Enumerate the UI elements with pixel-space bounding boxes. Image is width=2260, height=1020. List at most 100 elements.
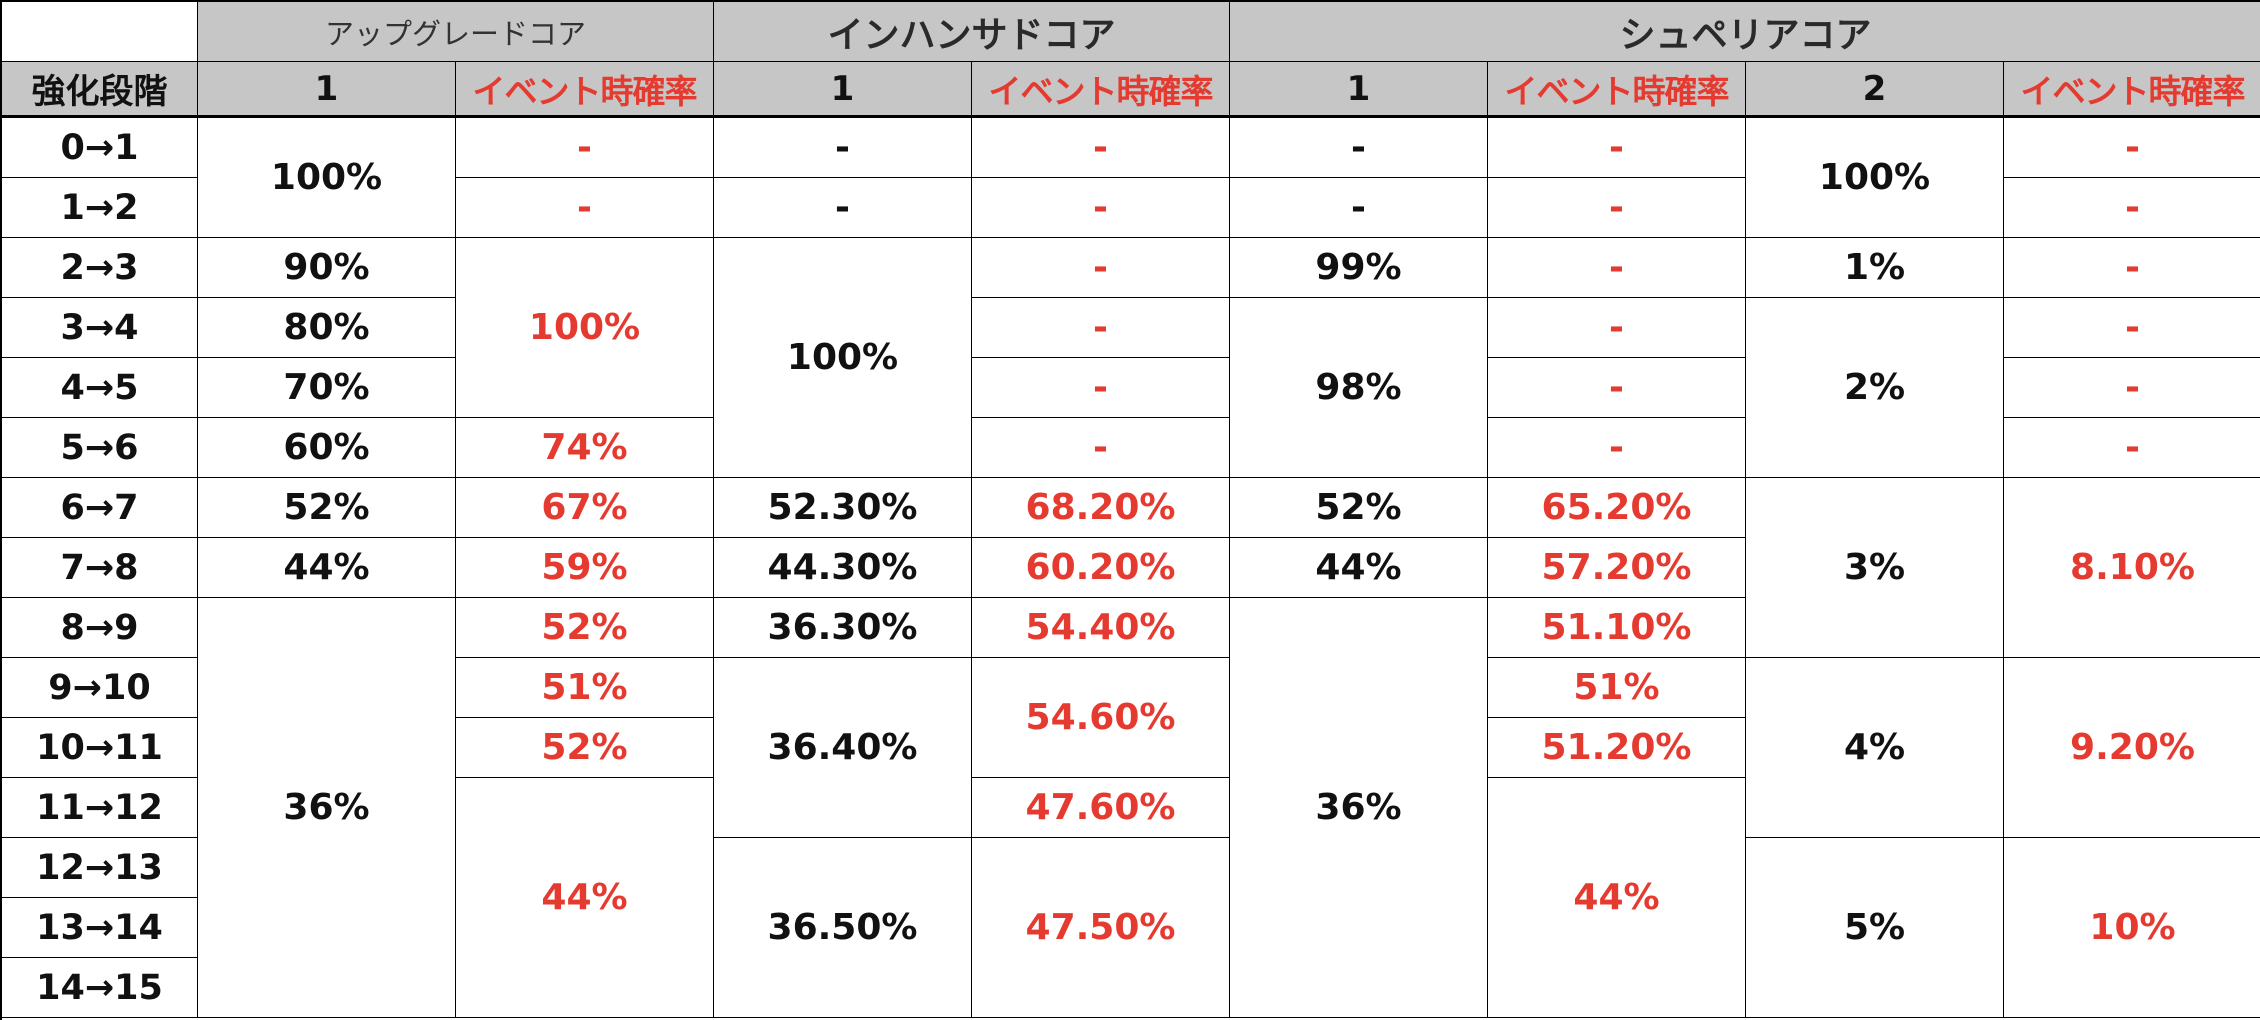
stage-label: 8→9 (2, 598, 198, 658)
enhanced-rate-cell: 52.30% (714, 478, 972, 538)
superior-rate2-cell: 4% (1746, 658, 2004, 838)
upgrade-rate-cell: 80% (198, 298, 456, 358)
enhanced-rate-header: 1 (714, 62, 972, 118)
upgrade-event-cell: 51% (456, 658, 714, 718)
upgrade-event-cell: - (456, 178, 714, 238)
superior-rate2-header: 2 (1746, 62, 2004, 118)
superior-event2-cell: - (2004, 118, 2260, 178)
enhanced-event-cell: 60.20% (972, 538, 1230, 598)
enhanced-event-header: イベント時確率 (972, 62, 1230, 118)
superior-event2-header: イベント時確率 (2004, 62, 2260, 118)
superior-rate1-cell: 44% (1230, 538, 1488, 598)
superior-event2-cell: 8.10% (2004, 478, 2260, 658)
superior-event1-cell: 51.20% (1488, 718, 1746, 778)
stage-label: 5→6 (2, 418, 198, 478)
superior-rate1-cell: 98% (1230, 298, 1488, 478)
upgrade-rate-cell: 70% (198, 358, 456, 418)
upgrade-rate-cell: 52% (198, 478, 456, 538)
superior-rate1-header: 1 (1230, 62, 1488, 118)
superior-event1-cell: - (1488, 178, 1746, 238)
group-upgrade-core: アップグレードコア (198, 2, 714, 62)
superior-event2-cell: - (2004, 358, 2260, 418)
upgrade-event-cell: 52% (456, 718, 714, 778)
enhanced-rate-cell: - (714, 118, 972, 178)
superior-rate1-cell: 52% (1230, 478, 1488, 538)
superior-rate1-cell: - (1230, 118, 1488, 178)
upgrade-rate-header: 1 (198, 62, 456, 118)
stage-label: 6→7 (2, 478, 198, 538)
superior-event1-header: イベント時確率 (1488, 62, 1746, 118)
superior-rate2-cell: 3% (1746, 478, 2004, 658)
superior-event1-cell: 65.20% (1488, 478, 1746, 538)
upgrade-event-cell: 100% (456, 238, 714, 418)
stage-label: 3→4 (2, 298, 198, 358)
stage-label: 7→8 (2, 538, 198, 598)
enhanced-event-cell: - (972, 238, 1230, 298)
enhanced-rate-cell: 36.30% (714, 598, 972, 658)
enhanced-event-cell: - (972, 298, 1230, 358)
superior-event1-cell: 51.10% (1488, 598, 1746, 658)
superior-rate2-cell: 100% (1746, 118, 2004, 238)
stage-label: 10→11 (2, 718, 198, 778)
superior-event2-cell: 9.20% (2004, 658, 2260, 838)
superior-event2-cell: 10% (2004, 838, 2260, 1018)
enhanced-event-cell: 54.60% (972, 658, 1230, 778)
superior-rate1-cell: 99% (1230, 238, 1488, 298)
superior-event1-cell: - (1488, 238, 1746, 298)
superior-rate2-cell: 1% (1746, 238, 2004, 298)
superior-event1-cell: 44% (1488, 778, 1746, 1018)
corner-cell (2, 2, 198, 62)
stage-label: 11→12 (2, 778, 198, 838)
upgrade-event-cell: 44% (456, 778, 714, 1018)
upgrade-rate-cell: 90% (198, 238, 456, 298)
stage-label: 1→2 (2, 178, 198, 238)
enhanced-rate-cell: 36.40% (714, 658, 972, 838)
enhanced-event-cell: 47.50% (972, 838, 1230, 1018)
superior-event1-cell: - (1488, 358, 1746, 418)
upgrade-event-cell: 52% (456, 598, 714, 658)
enhanced-event-cell: - (972, 418, 1230, 478)
superior-event2-cell: - (2004, 418, 2260, 478)
enhanced-event-cell: 68.20% (972, 478, 1230, 538)
stage-label: 12→13 (2, 838, 198, 898)
superior-event1-cell: - (1488, 418, 1746, 478)
stage-label: 13→14 (2, 898, 198, 958)
enhanced-rate-cell: 100% (714, 238, 972, 478)
enhanced-rate-cell: 44.30% (714, 538, 972, 598)
superior-event1-cell: - (1488, 118, 1746, 178)
upgrade-rate-cell: 44% (198, 538, 456, 598)
upgrade-rate-cell: 36% (198, 598, 456, 1018)
upgrade-event-cell: 74% (456, 418, 714, 478)
enhanced-event-cell: - (972, 118, 1230, 178)
group-superior-core: シュペリアコア (1230, 2, 2260, 62)
enhanced-rate-cell: - (714, 178, 972, 238)
upgrade-event-cell: 67% (456, 478, 714, 538)
upgrade-event-header: イベント時確率 (456, 62, 714, 118)
superior-event1-cell: 51% (1488, 658, 1746, 718)
group-enhanced-core: インハンサドコア (714, 2, 1230, 62)
upgrade-event-cell: - (456, 118, 714, 178)
superior-event1-cell: 57.20% (1488, 538, 1746, 598)
stage-label: 0→1 (2, 118, 198, 178)
superior-rate2-cell: 2% (1746, 298, 2004, 478)
stage-label: 4→5 (2, 358, 198, 418)
stage-label: 9→10 (2, 658, 198, 718)
superior-rate1-cell: 36% (1230, 598, 1488, 1018)
superior-event2-cell: - (2004, 178, 2260, 238)
enhanced-event-cell: - (972, 358, 1230, 418)
enhanced-event-cell: 47.60% (972, 778, 1230, 838)
superior-rate1-cell: - (1230, 178, 1488, 238)
stage-header: 強化段階 (2, 62, 198, 118)
stage-label: 14→15 (2, 958, 198, 1018)
superior-rate2-cell: 5% (1746, 838, 2004, 1018)
superior-event1-cell: - (1488, 298, 1746, 358)
upgrade-event-cell: 59% (456, 538, 714, 598)
upgrade-rate-cell: 60% (198, 418, 456, 478)
enhanced-event-cell: 54.40% (972, 598, 1230, 658)
superior-event2-cell: - (2004, 238, 2260, 298)
superior-event2-cell: - (2004, 298, 2260, 358)
upgrade-rate-cell: 100% (198, 118, 456, 238)
enhanced-event-cell: - (972, 178, 1230, 238)
stage-label: 2→3 (2, 238, 198, 298)
